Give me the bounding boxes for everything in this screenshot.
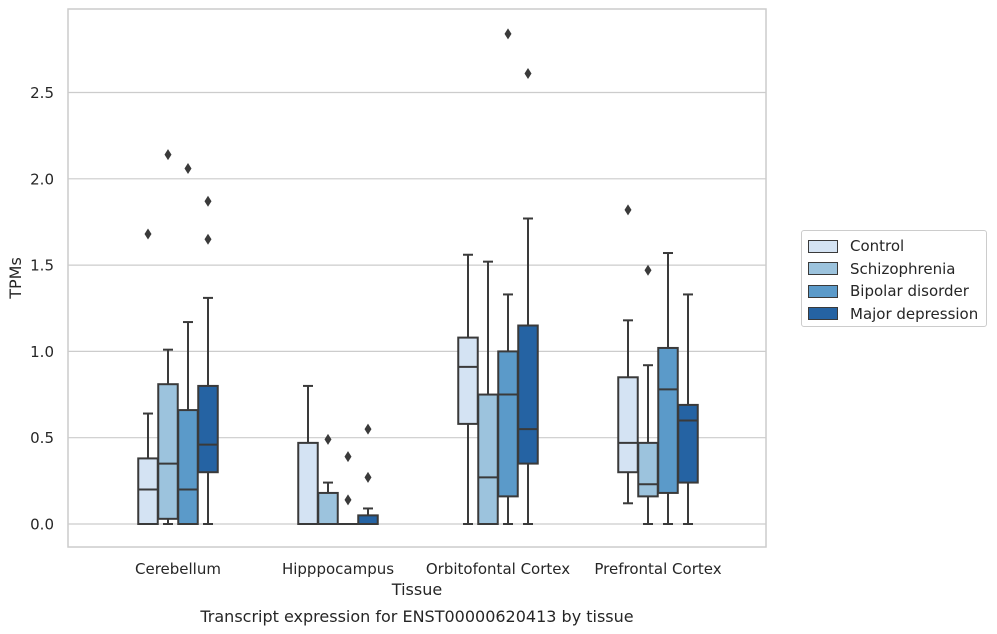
y-axis-label: TPMs: [6, 257, 25, 300]
y-tick-label: 0.0: [30, 516, 54, 534]
outlier-point: [144, 228, 152, 240]
box-body: [197, 384, 219, 474]
box-0-3: [197, 195, 219, 525]
outlier-point: [164, 149, 172, 161]
legend-label: Schizophrenia: [850, 259, 956, 278]
box-3-0: [617, 204, 639, 505]
x-tick-label: Orbitofontal Cortex: [426, 560, 570, 578]
outlier-point: [524, 68, 532, 80]
box-body: [137, 457, 159, 525]
outlier-point: [204, 233, 212, 245]
box-body: [477, 393, 499, 525]
legend: Control Schizophrenia Bipolar disorder Majo…: [801, 230, 987, 327]
y-tick-label: 2.5: [30, 84, 54, 102]
x-tick-label: Prefrontal Cortex: [594, 560, 721, 578]
box-0-0: [137, 228, 159, 525]
box-body: [457, 336, 479, 425]
legend-item: Schizophrenia: [808, 258, 986, 281]
box-3-3: [677, 293, 699, 525]
box-2-3: [517, 68, 539, 525]
x-tick-label: Cerebellum: [135, 560, 221, 578]
x-tick-label: Hipppocampus: [282, 560, 394, 578]
legend-label: Control: [850, 237, 905, 256]
box-body: [317, 491, 339, 526]
y-tick-labels: 0.0 0.5 1.0 1.5 2.0 2.5: [30, 84, 54, 534]
box-3-2: [657, 252, 679, 525]
box-1-3: [357, 423, 379, 525]
legend-item: Major depression: [808, 303, 986, 326]
box-2-1: [477, 260, 499, 525]
y-tick-label: 1.5: [30, 257, 54, 275]
box-body: [297, 441, 319, 525]
box-body: [677, 403, 699, 484]
box-body: [157, 383, 179, 520]
outlier-point: [184, 162, 192, 174]
plot-frame: [67, 8, 767, 548]
outlier-point: [344, 451, 352, 463]
y-tick-label: 0.5: [30, 429, 54, 447]
box-0-1: [157, 149, 179, 525]
legend-swatch: [808, 262, 838, 276]
legend-label: Bipolar disorder: [850, 282, 969, 301]
y-tick-label: 1.0: [30, 343, 54, 361]
box-body: [657, 346, 679, 494]
legend-label: Major depression: [850, 304, 979, 323]
outlier-point: [324, 433, 332, 445]
boxes-layer: [137, 28, 699, 526]
box-0-2: [177, 162, 199, 526]
box-1-0: [297, 384, 319, 525]
legend-item: Bipolar disorder: [808, 280, 986, 303]
legend-swatch: [808, 307, 838, 321]
legend-swatch: [808, 239, 838, 253]
box-3-1: [637, 264, 659, 525]
outlier-point: [644, 264, 652, 276]
outlier-point: [364, 423, 372, 435]
box-body: [637, 441, 659, 498]
outlier-point: [344, 494, 352, 506]
x-tick-labels: Cerebellum Hipppocampus Orbitofontal Corte…: [135, 560, 722, 578]
box-body: [177, 409, 199, 526]
x-axis-label: Tissue: [391, 580, 442, 599]
outlier-point: [364, 471, 372, 483]
outlier-point: [204, 195, 212, 207]
box-body: [617, 376, 639, 474]
legend-swatch: [808, 284, 838, 298]
box-body: [357, 514, 379, 525]
box-body: [497, 350, 519, 498]
box-body: [517, 324, 539, 465]
box-2-0: [457, 253, 479, 525]
outlier-point: [624, 204, 632, 216]
box-1-1: [317, 433, 339, 526]
legend-item: Control: [808, 235, 986, 258]
chart-title: Transcript expression for ENST0000062041…: [199, 607, 633, 626]
outlier-point: [504, 28, 512, 40]
y-tick-label: 2.0: [30, 170, 54, 188]
